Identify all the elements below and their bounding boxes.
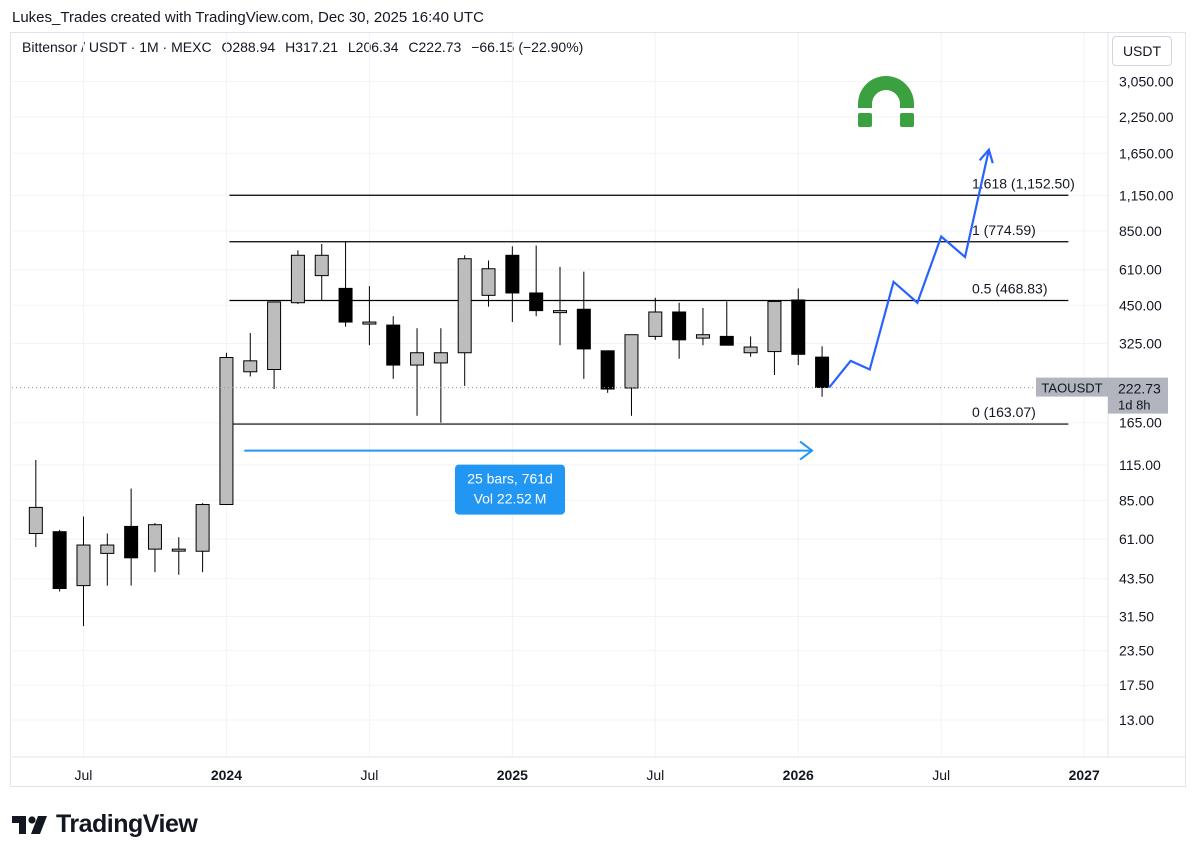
tradingview-wordmark: TradingView — [56, 810, 198, 838]
tradingview-logo-icon — [12, 815, 47, 834]
chart-caption: Lukes_Trades created with TradingView.co… — [12, 9, 484, 26]
open-value: O288.94 — [221, 39, 276, 55]
close-value: C222.73 — [408, 39, 462, 55]
high-value: H317.21 — [285, 39, 338, 55]
change-value: −66.15 (−22.90%) — [471, 39, 584, 55]
chart-legend: Bittensor / USDT · 1M · MEXC O288.94 H31… — [22, 39, 589, 55]
low-value: L206.34 — [347, 39, 399, 55]
currency-button[interactable]: USDT — [1112, 36, 1172, 66]
tradingview-logo[interactable]: TradingView — [12, 810, 198, 839]
symbol-label[interactable]: Bittensor / USDT · 1M · MEXC — [22, 39, 212, 55]
chart-frame — [10, 32, 1186, 787]
